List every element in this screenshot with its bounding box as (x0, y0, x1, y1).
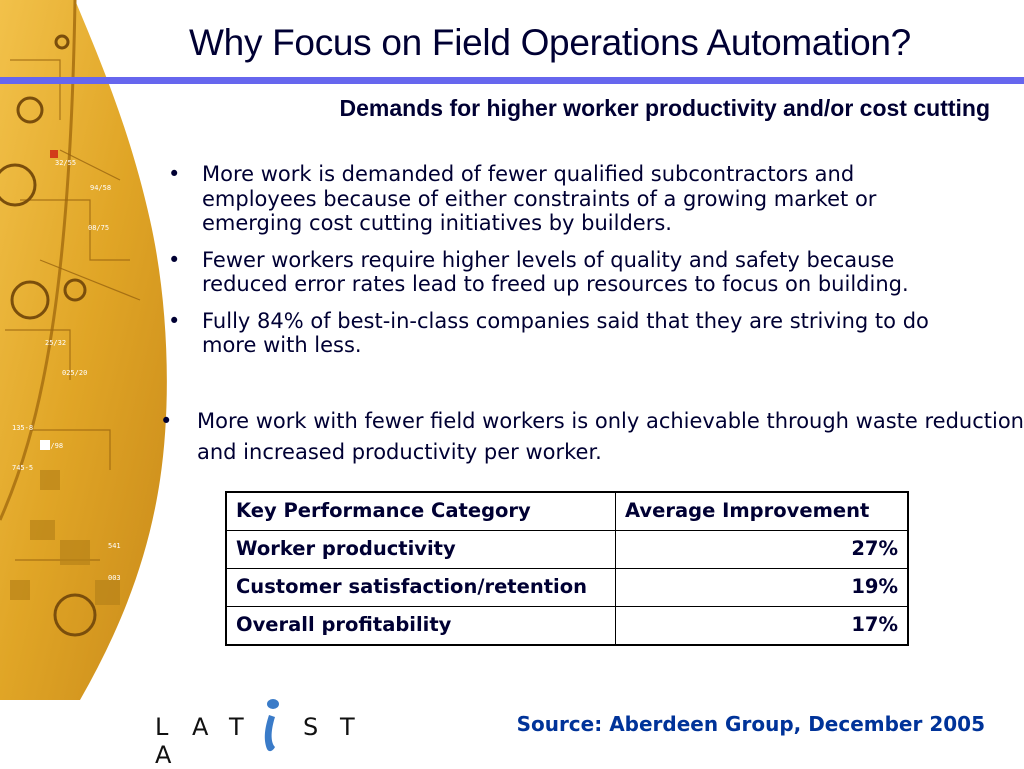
table-cell-value: 27% (615, 530, 909, 569)
table-row: Worker productivity 27% (225, 530, 909, 569)
table-row: Overall profitability 17% (225, 606, 909, 646)
bullet-item: • Fewer workers require higher levels of… (165, 248, 965, 297)
bullet-dot-icon: • (168, 162, 181, 186)
bullet-text: Fewer workers require higher levels of q… (202, 247, 909, 297)
svg-text:025/20: 025/20 (62, 369, 87, 377)
bullet-item: • More work is demanded of fewer qualifi… (165, 162, 965, 236)
bullet-dot-icon: • (168, 308, 181, 333)
table-cell-category: Overall profitability (225, 606, 616, 646)
bullet-dot-icon: • (168, 247, 181, 272)
bullet-text: Fully 84% of best-in-class companies sai… (202, 308, 929, 358)
logo-i-icon (264, 699, 279, 752)
source-citation: Source: Aberdeen Group, December 2005 (516, 712, 985, 736)
bullet-dot-icon: • (160, 409, 173, 433)
bullet-text: More work with fewer field workers is on… (197, 409, 1024, 464)
column-header-improvement: Average Improvement (615, 491, 909, 531)
table-row: Customer satisfaction/retention 19% (225, 568, 909, 607)
bullet-list: • More work is demanded of fewer qualifi… (165, 162, 965, 370)
table-cell-category: Customer satisfaction/retention (225, 568, 616, 607)
logo-letters: L A T S TA (155, 713, 355, 769)
table-cell-category: Worker productivity (225, 530, 616, 569)
svg-text:08/75: 08/75 (88, 224, 109, 232)
svg-text:135-8: 135-8 (12, 424, 33, 432)
svg-text:541: 541 (108, 542, 121, 550)
bullet-text: More work is demanded of fewer qualified… (202, 162, 877, 235)
bullet-item-emphasis: • More work with fewer field workers is … (160, 406, 1024, 468)
column-header-category: Key Performance Category (225, 491, 616, 531)
kpi-improvement-table: Key Performance Category Average Improve… (225, 491, 909, 646)
decorative-leaf-image: 32/55 94/58 08/75 25/32 025/20 135-8 22/… (0, 0, 167, 700)
svg-text:22/98: 22/98 (42, 442, 63, 450)
bullet-item: • Fully 84% of best-in-class companies s… (165, 309, 965, 358)
latista-logo: L A T S TA (150, 695, 390, 769)
title-divider (0, 77, 1024, 84)
svg-text:745-5: 745-5 (12, 464, 33, 472)
slide-subtitle: Demands for higher worker productivity a… (339, 95, 990, 121)
svg-text:25/32: 25/32 (45, 339, 66, 347)
svg-text:32/55: 32/55 (55, 159, 76, 167)
slide-title: Why Focus on Field Operations Automation… (189, 22, 911, 63)
table-cell-value: 19% (615, 568, 909, 607)
svg-text:94/58: 94/58 (90, 184, 111, 192)
svg-text:003: 003 (108, 574, 121, 582)
table-header-row: Key Performance Category Average Improve… (225, 491, 909, 531)
table-cell-value: 17% (615, 606, 909, 646)
